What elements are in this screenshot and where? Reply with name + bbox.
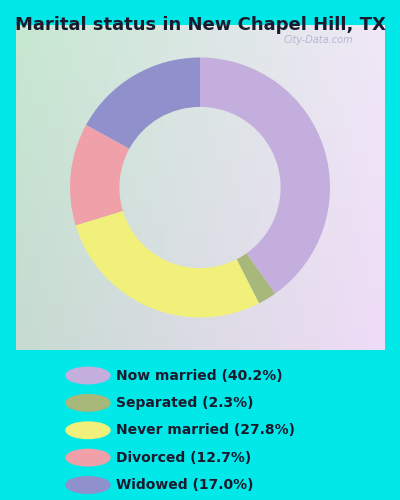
Text: City-Data.com: City-Data.com: [283, 35, 353, 45]
Text: Now married (40.2%): Now married (40.2%): [116, 368, 283, 382]
Circle shape: [66, 422, 110, 438]
Wedge shape: [86, 58, 200, 148]
Wedge shape: [76, 211, 259, 318]
Text: Divorced (12.7%): Divorced (12.7%): [116, 450, 251, 464]
Circle shape: [66, 477, 110, 493]
Wedge shape: [200, 58, 330, 294]
Text: Separated (2.3%): Separated (2.3%): [116, 396, 254, 410]
Circle shape: [66, 394, 110, 411]
Circle shape: [66, 367, 110, 384]
Circle shape: [66, 450, 110, 466]
Text: Marital status in New Chapel Hill, TX: Marital status in New Chapel Hill, TX: [14, 16, 386, 34]
Wedge shape: [70, 125, 129, 226]
Wedge shape: [236, 254, 275, 304]
Text: Widowed (17.0%): Widowed (17.0%): [116, 478, 254, 492]
Text: Never married (27.8%): Never married (27.8%): [116, 423, 295, 437]
